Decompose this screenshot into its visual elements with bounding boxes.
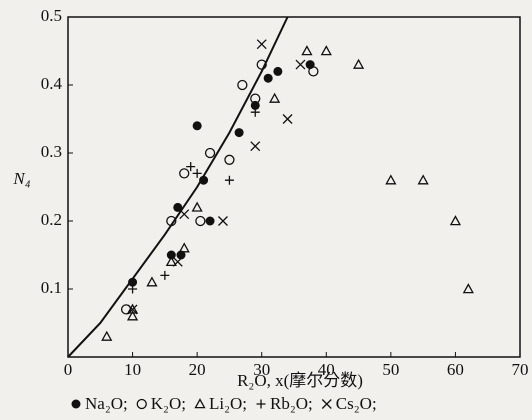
legend-marker [136, 398, 147, 410]
x-axis-label: R₂O, x(摩尔分数) [237, 371, 363, 390]
legend-label: K₂O; [151, 394, 186, 413]
point [126, 310, 139, 321]
point [273, 66, 283, 76]
point [179, 209, 190, 220]
y-tick-label: 0.3 [41, 142, 62, 161]
plot-frame [67, 16, 521, 358]
point [205, 216, 215, 226]
point [462, 283, 474, 294]
legend-marker [71, 399, 81, 409]
y-tick-label: 0.5 [41, 6, 62, 25]
point [126, 303, 139, 314]
point [192, 168, 202, 178]
y-tick-label: 0.2 [41, 210, 62, 229]
x-tick-label: 60 [447, 360, 464, 379]
point [204, 147, 216, 159]
fit-curve [67, 16, 289, 358]
point [250, 141, 261, 152]
x-tick-label: 20 [189, 360, 206, 379]
point [186, 162, 196, 172]
x-tick-label: 40 [318, 360, 335, 379]
legend-marker [321, 399, 332, 409]
point [101, 330, 113, 341]
point [218, 216, 228, 226]
legend-label: Rb₂O; [270, 394, 313, 413]
point [178, 242, 190, 253]
point [192, 121, 202, 131]
point [256, 59, 267, 70]
point [449, 215, 462, 226]
point [234, 128, 244, 138]
point [352, 58, 365, 69]
point [282, 114, 293, 124]
point [301, 45, 313, 56]
point [179, 168, 190, 179]
y-tick-label: 0.4 [41, 74, 63, 93]
point [250, 93, 261, 104]
point [385, 174, 397, 185]
point [172, 256, 183, 267]
point [320, 45, 332, 56]
point [224, 154, 235, 165]
point [166, 215, 177, 227]
y-axis-label: N₄ [12, 169, 30, 188]
point [127, 304, 138, 315]
point [224, 175, 234, 185]
legend-label: Li₂O; [209, 394, 247, 413]
legend-label: Na₂O; [85, 394, 128, 413]
point [146, 276, 158, 287]
legend-marker [256, 399, 266, 409]
point [237, 79, 248, 91]
point [165, 255, 177, 267]
point [308, 66, 319, 77]
point [256, 39, 267, 50]
point [417, 174, 429, 185]
x-tick-label: 10 [124, 360, 141, 379]
point [176, 250, 186, 260]
legend-label: Cs₂O; [336, 394, 377, 413]
x-tick-label: 70 [512, 360, 529, 379]
point [191, 201, 203, 212]
point [128, 277, 138, 287]
point [199, 175, 209, 185]
point [128, 284, 138, 294]
point [269, 92, 281, 103]
x-tick-label: 30 [253, 360, 270, 379]
point [160, 270, 170, 280]
legend-marker [194, 398, 206, 409]
y-tick-label: 0.1 [41, 278, 62, 297]
point [195, 215, 206, 227]
x-tick-label: 0 [64, 360, 73, 379]
x-tick-label: 50 [382, 360, 399, 379]
point [263, 73, 273, 83]
point [295, 59, 306, 70]
point [250, 107, 260, 117]
